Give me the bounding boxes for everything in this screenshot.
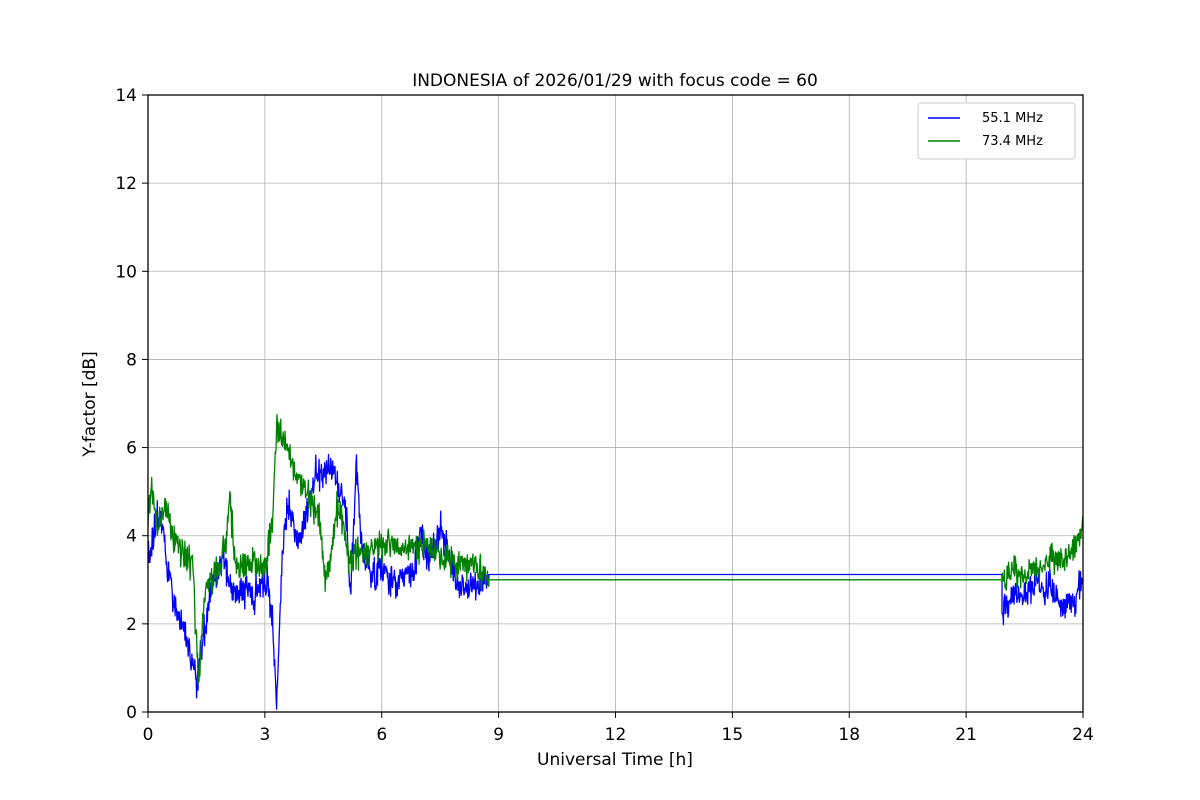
x-tick-label: 0 [143,725,154,745]
y-axis-label: Y-factor [dB] [80,351,100,457]
legend-frame [917,102,1076,160]
grid-lines [147,94,1084,713]
x-tick-label: 9 [493,725,504,745]
y-tick-label: 6 [126,439,137,459]
series-line-1 [148,453,1083,710]
legend: 55.1 MHz 73.4 MHz [917,102,1076,160]
y-tick-label: 4 [126,527,137,547]
y-tick-label: 8 [126,350,137,370]
x-axis-label: Universal Time [h] [537,750,693,770]
series-line-2 [148,413,1083,685]
y-tick-label: 0 [126,703,137,723]
y-tick-label: 2 [126,615,137,635]
series-lines [148,413,1083,710]
legend-label-series-2: 73.4 MHz [982,134,1043,149]
x-tick-label: 18 [838,725,860,745]
x-tick-label: 24 [1072,725,1094,745]
y-tick-label: 10 [115,262,137,282]
y-tick-label: 14 [115,86,137,106]
x-tick-label: 12 [605,725,627,745]
x-tick-label: 21 [955,725,977,745]
y-tick-label: 12 [115,174,137,194]
x-tick-label: 15 [722,725,744,745]
x-tick-label: 6 [376,725,387,745]
x-tick-label: 3 [259,725,270,745]
legend-label-series-1: 55.1 MHz [982,111,1043,126]
chart-title: INDONESIA of 2026/01/29 with focus code … [412,71,818,91]
